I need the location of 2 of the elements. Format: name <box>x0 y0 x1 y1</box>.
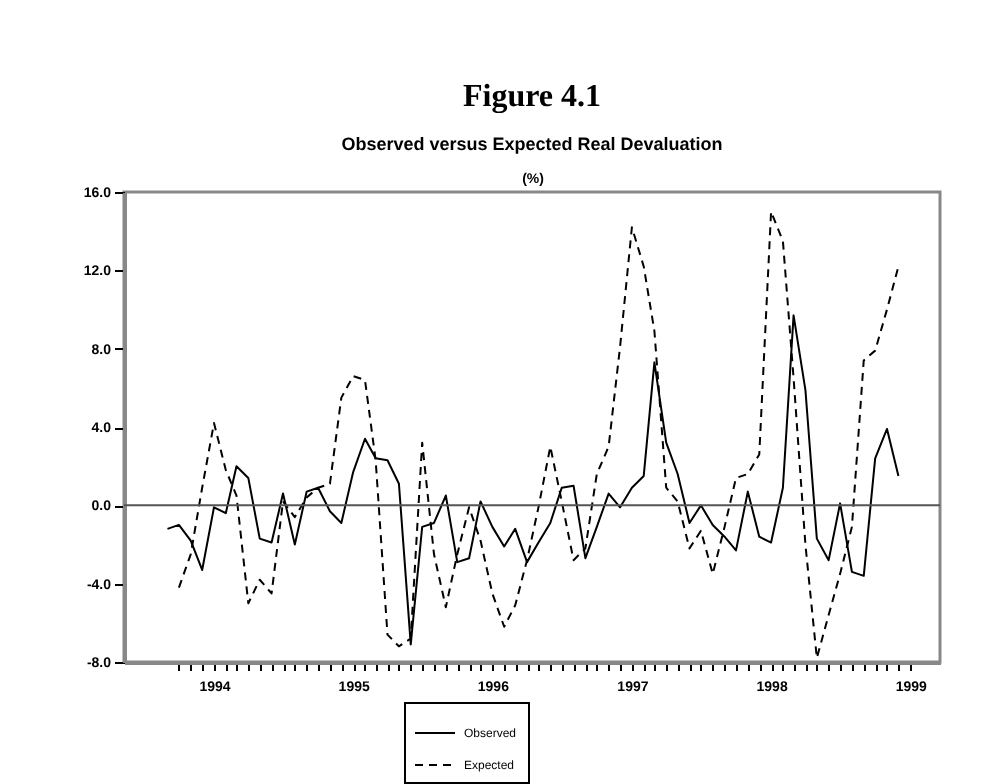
chart-subtitle: Observed versus Expected Real Devaluation <box>341 134 723 154</box>
chart-title: Figure 4.1 <box>462 80 602 114</box>
